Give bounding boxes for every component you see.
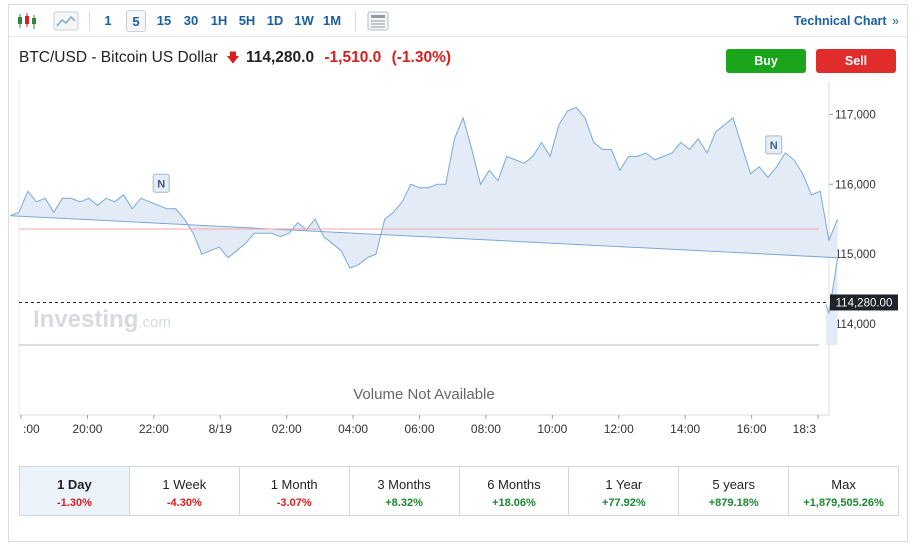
news-marker-label: N [770,140,778,152]
table-view-icon[interactable] [366,10,390,32]
interval-1[interactable]: 1 [104,13,112,28]
double-chevron-right-icon: » [892,14,899,28]
toolbar-divider [89,11,90,31]
performance-periods: 1 Day -1.30% 1 Week -4.30% 1 Month -3.07% 3 Mo… [19,466,899,516]
last-price-tag: 114,280.00 [830,294,898,311]
x-tick-label: 8/19 [209,422,233,436]
price-line [10,106,839,314]
interval-1m[interactable]: 1M [322,13,342,28]
period-label: 6 Months [487,477,541,492]
period-label: 1 Month [270,477,318,492]
x-tick-label: :00 [23,422,40,436]
y-tick-label: 116,000 [835,179,876,191]
interval-1w[interactable]: 1W [294,13,314,28]
price-chart-svg[interactable]: 117,000 116,000 115,000 114,000 :00 20:00 22:… [9,77,907,445]
period-1-month[interactable]: 1 Month -3.07% [240,467,350,515]
news-marker[interactable]: N [765,135,783,155]
watermark: Investing.com [33,306,171,333]
price-change: -1,510.0 [324,49,382,66]
period-label: 1 Year [605,477,643,492]
period-6-months[interactable]: 6 Months +18.06% [460,467,570,515]
toolbar-divider [355,11,356,31]
y-tick-label: 114,000 [835,319,876,331]
y-tick-label: 115,000 [835,249,876,261]
x-tick-label: 02:00 [272,422,302,436]
interval-1d[interactable]: 1D [266,13,284,28]
x-tick-label: 16:00 [737,422,767,436]
x-tick-label: 20:00 [72,422,102,436]
chart-toolbar: 1 5 15 30 1H 5H 1D 1W 1M Technical Chart… [9,5,907,37]
chart-widget: 1 5 15 30 1H 5H 1D 1W 1M Technical Chart… [8,4,908,542]
instrument-header: BTC/USD - Bitcoin US Dollar 🡇 114,280.0 … [19,47,451,69]
technical-chart-label: Technical Chart [793,14,887,28]
svg-text:114,280.00: 114,280.00 [836,297,893,309]
period-change: -1.30% [57,497,92,509]
x-tick-label: 10:00 [537,422,567,436]
period-label: Max [831,477,856,492]
sell-button[interactable]: Sell [816,49,896,73]
period-change: +1,879,505.26% [803,497,884,509]
x-tick-label: 04:00 [338,422,368,436]
price-chart[interactable]: 117,000 116,000 115,000 114,000 :00 20:00 22:… [9,77,907,445]
period-3-months[interactable]: 3 Months +8.32% [350,467,460,515]
period-1-day[interactable]: 1 Day -1.30% [20,467,130,515]
candlestick-chart-icon[interactable] [15,10,39,32]
interval-30[interactable]: 30 [183,13,199,28]
buy-button[interactable]: Buy [726,49,806,73]
y-tick-label: 117,000 [835,109,876,121]
period-label: 5 years [712,477,755,492]
volume-not-available: Volume Not Available [353,386,494,403]
period-label: 1 Day [57,477,92,492]
instrument-name: BTC/USD - Bitcoin US Dollar [19,49,218,66]
news-marker-box [765,135,783,155]
x-tick-label: 06:00 [404,422,434,436]
period-label: 1 Week [162,477,207,492]
last-price: 114,280.0 [245,49,315,66]
x-tick-label: 12:00 [604,422,634,436]
x-tick-label: 14:00 [670,422,700,436]
area-chart-icon[interactable] [53,10,79,32]
x-tick-label: 18:3 [793,422,817,436]
x-tick-label: 22:00 [139,422,169,436]
interval-1h[interactable]: 1H [210,13,228,28]
period-max[interactable]: Max +1,879,505.26% [789,467,898,515]
period-change: -4.30% [166,497,202,509]
period-change: +879.18% [708,497,759,509]
arrow-down-icon: 🡇 [226,50,240,65]
interval-5[interactable]: 5 [126,10,146,32]
period-change: +8.32% [385,497,423,509]
technical-chart-link[interactable]: Technical Chart » [794,10,899,32]
news-marker-box [152,173,170,193]
price-area [10,107,838,345]
x-tick-label: 08:00 [471,422,501,436]
period-change: +77.92% [601,497,646,509]
period-5-years[interactable]: 5 years +879.18% [679,467,790,515]
price-change-percent: (-1.30%) [391,49,452,66]
news-marker-label: N [157,178,165,190]
period-label: 3 Months [377,477,431,492]
period-1-year[interactable]: 1 Year +77.92% [569,467,680,515]
news-marker[interactable]: N [152,173,170,193]
period-1-week[interactable]: 1 Week -4.30% [130,467,240,515]
interval-5h[interactable]: 5H [238,13,256,28]
interval-15[interactable]: 15 [156,13,172,28]
period-change: -3.07% [276,497,312,509]
period-change: +18.06% [492,497,536,509]
